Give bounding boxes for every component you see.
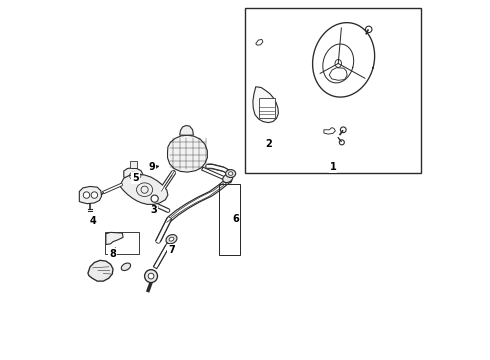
Polygon shape xyxy=(180,126,194,135)
Text: 2: 2 xyxy=(265,139,271,149)
Polygon shape xyxy=(88,260,113,281)
Circle shape xyxy=(91,192,98,198)
Polygon shape xyxy=(168,135,207,172)
Text: 3: 3 xyxy=(150,206,157,216)
Circle shape xyxy=(148,273,154,279)
Text: 5: 5 xyxy=(132,173,139,183)
Ellipse shape xyxy=(223,174,233,183)
Polygon shape xyxy=(124,168,143,179)
Ellipse shape xyxy=(169,237,174,241)
Text: 6: 6 xyxy=(233,215,240,224)
Circle shape xyxy=(83,192,90,198)
Polygon shape xyxy=(79,186,101,204)
Text: 8: 8 xyxy=(109,248,116,258)
Ellipse shape xyxy=(225,170,236,177)
Text: 4: 4 xyxy=(89,216,96,226)
Circle shape xyxy=(151,195,158,202)
Bar xyxy=(219,184,240,255)
Polygon shape xyxy=(106,232,123,244)
Bar xyxy=(105,232,139,253)
Ellipse shape xyxy=(122,263,130,271)
Bar xyxy=(259,98,275,118)
Polygon shape xyxy=(120,174,168,204)
Text: 9: 9 xyxy=(148,162,155,172)
Ellipse shape xyxy=(166,235,177,244)
Bar xyxy=(245,8,421,173)
Bar xyxy=(129,161,137,168)
Circle shape xyxy=(145,270,157,283)
Polygon shape xyxy=(253,87,278,123)
Ellipse shape xyxy=(228,172,233,175)
Text: 7: 7 xyxy=(168,245,175,255)
Text: 1: 1 xyxy=(329,162,336,172)
